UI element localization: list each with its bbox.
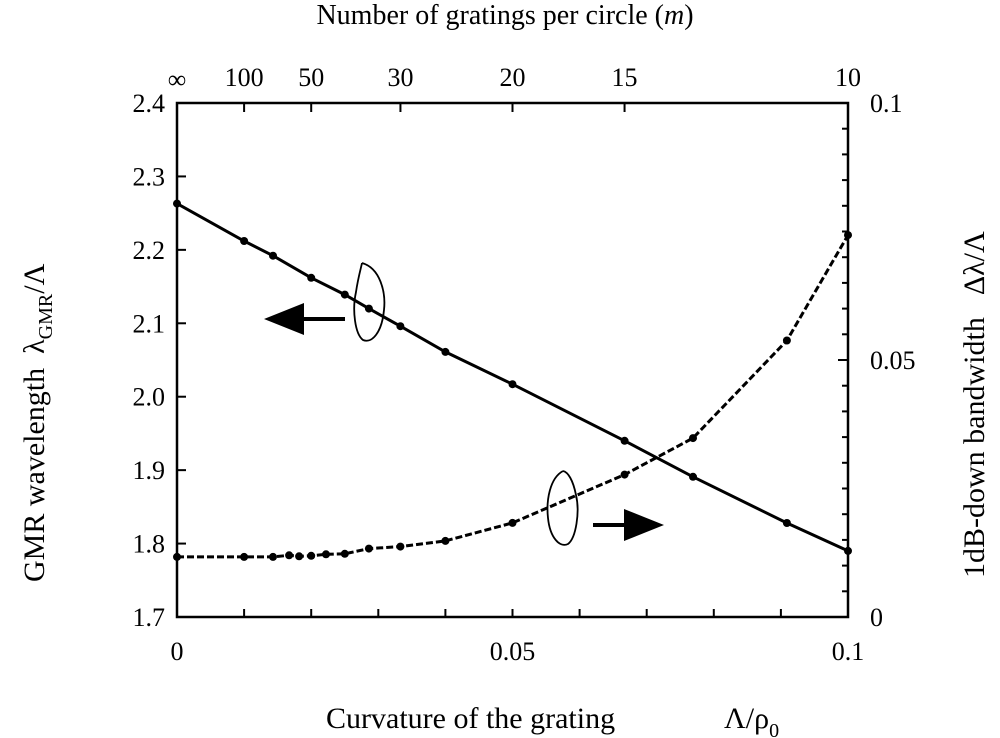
y-right-tick-label: 0.1 bbox=[870, 89, 903, 118]
y-left-tick-label: 2.0 bbox=[133, 383, 166, 412]
bandwidth-point bbox=[285, 551, 294, 560]
y-left-tick-label: 2.4 bbox=[133, 89, 166, 118]
y-left-axis-title-text: GMR wavelength bbox=[18, 368, 51, 582]
bandwidth-point bbox=[364, 544, 373, 553]
x-top-tick-label: 15 bbox=[612, 63, 638, 92]
x-top-tick-label: 10 bbox=[835, 63, 861, 92]
series-layer bbox=[173, 199, 852, 561]
bandwidth-point bbox=[269, 552, 277, 561]
wavelength-point bbox=[307, 273, 316, 282]
x-axis-title-sub: 0 bbox=[769, 720, 779, 738]
y-right-tick-label: 0.05 bbox=[870, 346, 916, 375]
x-bottom-ticks: 0 0.05 0.1 bbox=[171, 609, 865, 666]
x-top-tick-label: ∞ bbox=[168, 65, 187, 94]
y-left-axis-title-tail: /Λ bbox=[18, 263, 51, 293]
top-axis-title-prefix: Number of gratings per circle ( bbox=[316, 0, 664, 31]
right-curve-loop bbox=[546, 470, 579, 546]
y-left-tick-label: 2.2 bbox=[133, 236, 166, 265]
x-top-tick-label: 30 bbox=[387, 63, 413, 92]
bandwidth-point bbox=[782, 336, 791, 345]
x-bottom-tick-label: 0.05 bbox=[490, 637, 536, 666]
wavelength-point bbox=[844, 546, 852, 555]
wavelength-point bbox=[782, 519, 791, 527]
wavelength-point bbox=[173, 199, 181, 208]
y-left-axis-title-symbol: λ bbox=[18, 339, 51, 354]
y-left-axis-title: GMR wavelength λGMR/Λ bbox=[18, 263, 57, 582]
y-right-axis-title-text: 1dB-down bandwidth bbox=[958, 317, 991, 578]
bandwidth-point bbox=[844, 231, 852, 240]
bandwidth-point bbox=[322, 550, 330, 559]
y-left-tick-label: 1.9 bbox=[133, 456, 166, 485]
wavelength-series-line bbox=[176, 202, 849, 553]
top-axis-title: Number of gratings per circle (m) bbox=[316, 0, 693, 31]
plot-frame bbox=[175, 101, 850, 619]
x-axis-title-text: Curvature of the grating bbox=[326, 702, 615, 735]
wavelength-point bbox=[689, 472, 697, 481]
top-axis-title-suffix: ) bbox=[684, 0, 693, 31]
bandwidth-point bbox=[689, 434, 697, 443]
wavelength-point bbox=[269, 251, 277, 260]
x-axis-title: Curvature of the grating Λ/ρ0 bbox=[326, 702, 779, 738]
x-axis-title-symbol: Λ/ρ bbox=[724, 702, 769, 735]
wavelength-point bbox=[620, 436, 629, 445]
x-top-ticks: ∞ 100 50 30 20 15 10 bbox=[168, 63, 861, 112]
bandwidth-point bbox=[307, 551, 316, 560]
bandwidth-series-line bbox=[177, 234, 850, 559]
y-left-tick-label: 2.3 bbox=[133, 162, 166, 191]
y-right-axis-title: 1dB-down bandwidth Δλ/Λ bbox=[958, 231, 991, 578]
y-right-ticks: 0 0.05 0.1 bbox=[838, 89, 916, 632]
wavelength-point bbox=[340, 290, 349, 299]
y-right-axis-title-symbol: Δλ/Λ bbox=[958, 231, 991, 295]
bandwidth-point bbox=[508, 518, 517, 527]
y-left-tick-label: 1.8 bbox=[133, 530, 166, 559]
y-right-tick-label: 0 bbox=[870, 603, 883, 632]
bandwidth-point bbox=[295, 552, 304, 561]
x-top-tick-label: 100 bbox=[225, 63, 264, 92]
y-left-ticks: 1.7 1.8 1.9 2.0 2.1 2.2 2.3 2.4 bbox=[133, 89, 186, 632]
y-left-tick-label: 2.1 bbox=[133, 309, 166, 338]
left-axis-annotation bbox=[264, 262, 386, 342]
bandwidth-point bbox=[620, 470, 629, 479]
wavelength-point bbox=[396, 322, 405, 331]
wavelength-point bbox=[364, 304, 373, 313]
x-bottom-tick-label: 0 bbox=[171, 637, 184, 666]
wavelength-point bbox=[240, 237, 249, 245]
x-top-tick-label: 50 bbox=[298, 63, 324, 92]
right-axis-annotation bbox=[546, 470, 664, 546]
wavelength-point bbox=[508, 380, 517, 389]
wavelength-point bbox=[441, 347, 450, 356]
bandwidth-point bbox=[396, 542, 405, 551]
bandwidth-point bbox=[173, 552, 181, 561]
bandwidth-point bbox=[240, 552, 249, 561]
x-top-tick-label: 20 bbox=[500, 63, 526, 92]
bandwidth-point bbox=[441, 536, 450, 545]
y-left-tick-label: 1.7 bbox=[133, 603, 166, 632]
left-curve-loop bbox=[353, 262, 386, 342]
x-bottom-tick-label: 0.1 bbox=[832, 637, 865, 666]
bandwidth-point bbox=[340, 549, 349, 558]
y-left-axis-title-sub: GMR bbox=[35, 293, 57, 339]
top-axis-title-var: m bbox=[664, 0, 684, 31]
